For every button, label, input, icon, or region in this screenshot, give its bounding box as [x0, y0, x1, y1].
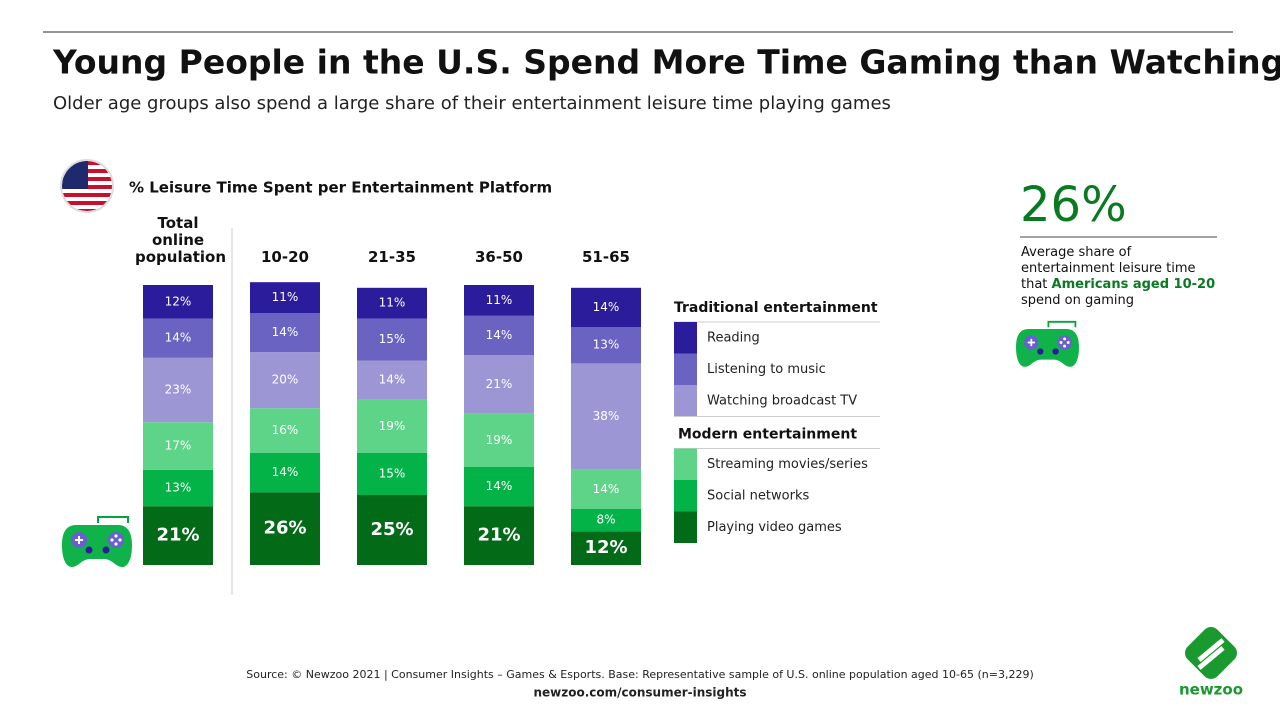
- bar-segment: [143, 506, 213, 565]
- bar-segment: [250, 492, 320, 565]
- bar-segment: [143, 285, 213, 319]
- bar-segment: [464, 315, 534, 355]
- x-tick-label: 10-20: [261, 248, 309, 266]
- legend-swatch: [674, 322, 697, 354]
- legend-label: Social networks: [707, 488, 809, 503]
- legend-swatch: [674, 353, 697, 385]
- value-label: 11%: [486, 293, 513, 307]
- value-label: 8%: [596, 513, 615, 527]
- bar-segment: [571, 531, 641, 565]
- value-label: 15%: [379, 332, 406, 346]
- bar-segment: [571, 363, 641, 470]
- bar-segment: [464, 285, 534, 316]
- bar-segment: [357, 360, 427, 400]
- bar-segment: [357, 318, 427, 361]
- bar-segment: [250, 352, 320, 409]
- chart-title: Young People in the U.S. Spend More Time…: [52, 43, 1280, 82]
- value-label: 14%: [379, 373, 406, 387]
- chart-subtitle: % Leisure Time Spent per Entertainment P…: [129, 179, 552, 197]
- value-label: 25%: [370, 519, 413, 540]
- legend-group-title: Traditional entertainment: [674, 300, 878, 316]
- value-label: 15%: [379, 467, 406, 481]
- value-label: 14%: [272, 465, 299, 479]
- bar-segment: [571, 469, 641, 509]
- value-label: 12%: [165, 294, 192, 308]
- url: newzoo.com/consumer-insights: [533, 686, 746, 700]
- value-label: 21%: [486, 377, 513, 391]
- x-tick-label: 21-35: [368, 248, 416, 266]
- legend-swatch: [674, 480, 697, 512]
- legend-swatch: [674, 385, 697, 417]
- value-label: 13%: [165, 481, 192, 495]
- value-label: 21%: [156, 525, 199, 546]
- value-label: 19%: [379, 419, 406, 433]
- bar-segment: [143, 469, 213, 507]
- callout-text: Average share of entertainment leisure t…: [1021, 245, 1221, 309]
- bar-segment: [143, 357, 213, 423]
- value-label: 26%: [263, 518, 306, 539]
- bar-segment: [571, 509, 641, 532]
- bar-segment: [250, 282, 320, 313]
- bar-segment: [143, 318, 213, 358]
- value-label: 38%: [593, 409, 620, 423]
- value-label: 12%: [584, 537, 627, 558]
- bar-segment: [357, 287, 427, 319]
- gamepad-icon: [62, 516, 132, 567]
- x-tick-label: 51-65: [582, 248, 630, 266]
- value-label: 23%: [165, 383, 192, 397]
- bar-segment: [143, 422, 213, 470]
- callout-text-after: spend on gaming: [1021, 293, 1134, 308]
- value-label: 20%: [272, 373, 299, 387]
- value-label: 21%: [477, 525, 520, 546]
- legend-label: Watching broadcast TV: [707, 393, 857, 408]
- bar-segment: [464, 355, 534, 414]
- callout-text-before: Average share of entertainment leisure t…: [1021, 245, 1196, 292]
- value-label: 14%: [486, 479, 513, 493]
- us-flag: [60, 159, 114, 213]
- logo-text: newzoo: [1179, 681, 1243, 699]
- bar-segment: [464, 506, 534, 565]
- bar-segment: [464, 467, 534, 507]
- legend-label: Playing video games: [707, 520, 842, 535]
- x-tick-label: Total online population: [135, 214, 227, 266]
- callout-value: 26%: [1020, 177, 1127, 233]
- bar-segment: [357, 399, 427, 453]
- bar-segment: [357, 495, 427, 565]
- source: Source: © Newzoo 2021 | Consumer Insight…: [246, 668, 1033, 681]
- value-label: 11%: [379, 296, 406, 310]
- legend-swatch: [674, 448, 697, 480]
- bar-segment: [250, 453, 320, 493]
- legend-label: Listening to music: [707, 362, 826, 377]
- bar-segment: [250, 313, 320, 353]
- gamepad-icon-right: [1016, 320, 1079, 367]
- legend-label: Streaming movies/series: [707, 457, 868, 472]
- legend-swatch: [674, 511, 697, 543]
- value-label: 17%: [165, 439, 192, 453]
- bar-segment: [571, 287, 641, 327]
- value-label: 11%: [272, 290, 299, 304]
- bar-segment: [464, 413, 534, 467]
- value-label: 16%: [272, 423, 299, 437]
- value-label: 13%: [593, 338, 620, 352]
- value-label: 19%: [486, 433, 513, 447]
- value-label: 14%: [486, 328, 513, 342]
- bar-segment: [571, 327, 641, 364]
- bar-segment: [357, 453, 427, 495]
- logo-mark: [1185, 627, 1237, 679]
- x-tick-label: 36-50: [475, 248, 523, 266]
- subtitle: Older age groups also spend a large shar…: [53, 93, 891, 114]
- value-label: 14%: [593, 482, 620, 496]
- value-label: 14%: [165, 331, 192, 345]
- bar-segment: [250, 408, 320, 453]
- legend-label: Reading: [707, 330, 760, 345]
- value-label: 14%: [272, 325, 299, 339]
- legend-group-title: Modern entertainment: [678, 427, 857, 443]
- callout-highlight: Americans aged 10-20: [1051, 277, 1216, 292]
- value-label: 14%: [593, 300, 620, 314]
